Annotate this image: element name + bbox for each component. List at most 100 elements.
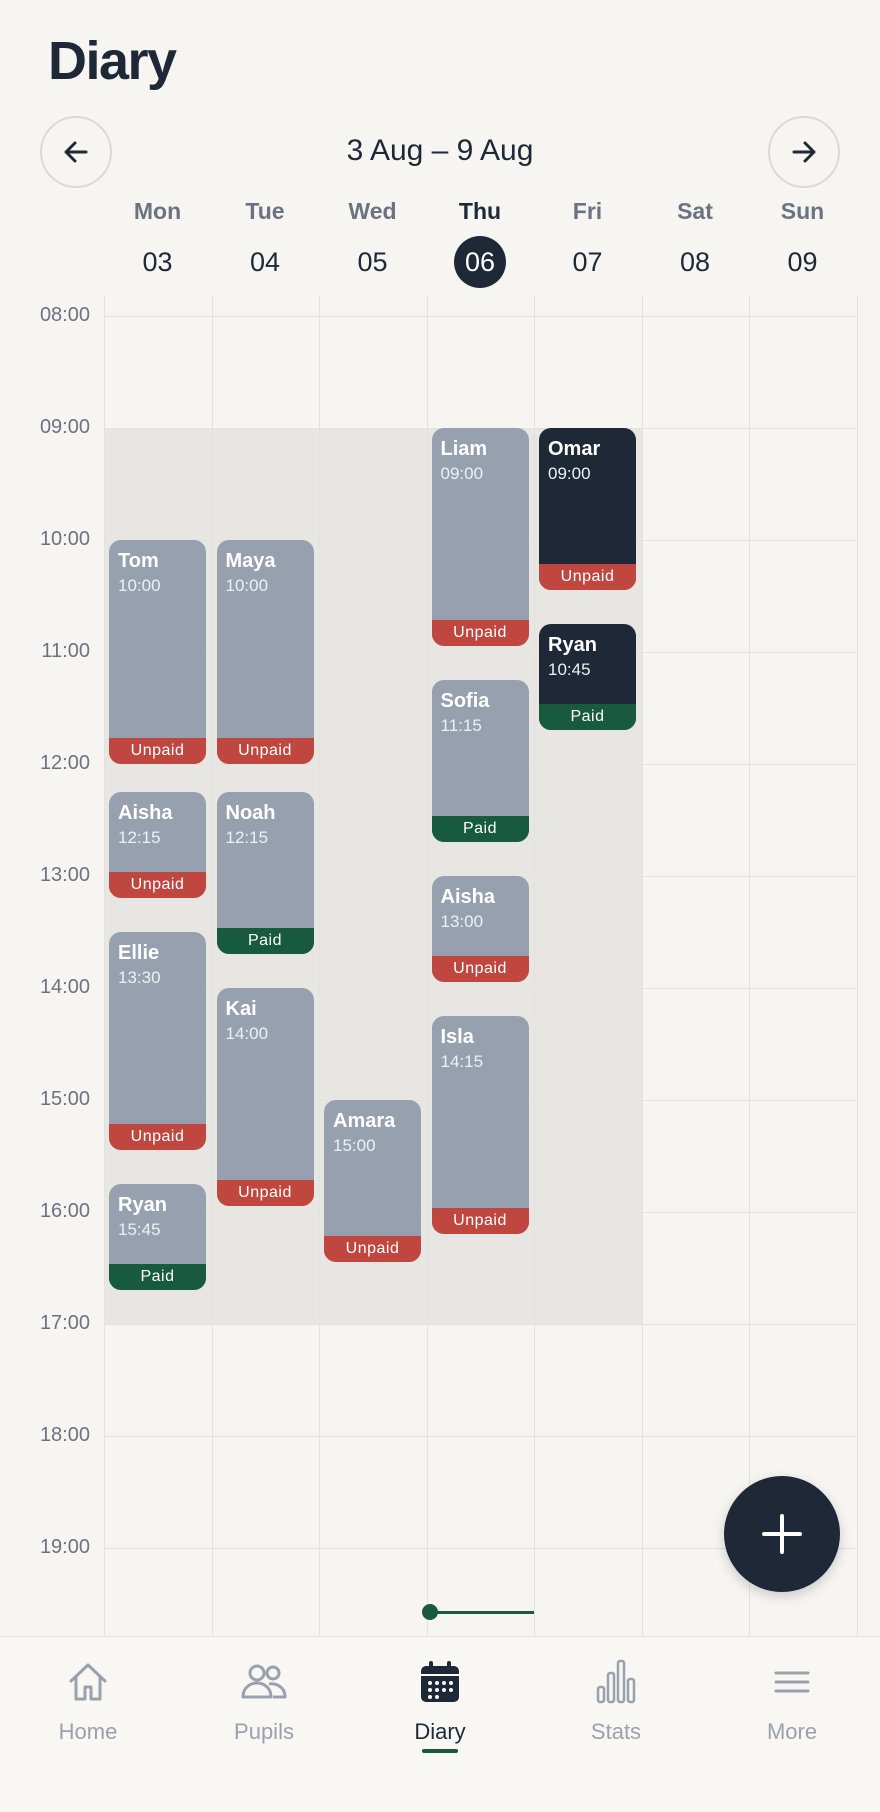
day-name: Tue <box>245 198 285 224</box>
grid-column-line <box>211 296 213 1636</box>
grid-column-line <box>534 296 535 1636</box>
paid-badge: Paid <box>539 704 636 731</box>
unpaid-badge: Unpaid <box>216 738 314 764</box>
lesson-time: 10:00 <box>118 576 161 595</box>
lesson-pupil-name: Isla <box>440 1026 474 1048</box>
hour-line <box>104 316 856 317</box>
day-name: Sat <box>677 198 713 224</box>
day-header-sun[interactable]: Sun 09 <box>749 196 856 288</box>
unpaid-badge: Unpaid <box>109 738 206 764</box>
lesson-card[interactable]: Maya 10:00 Unpaid <box>216 540 314 764</box>
unpaid-badge: Unpaid <box>539 564 636 591</box>
hour-label: 10:00 <box>39 528 90 550</box>
calendar-icon <box>352 1657 528 1705</box>
tab-more[interactable]: More <box>704 1657 880 1767</box>
tab-label: Stats <box>590 1719 642 1744</box>
today-date-badge: 06 <box>454 236 506 288</box>
lesson-card[interactable]: Noah 12:15 Paid <box>216 792 314 955</box>
grid-column-line <box>749 296 750 1636</box>
week-grid: 08:00 09:00 10:00 11:00 12:00 13:00 14:00 15:00… <box>0 296 880 1636</box>
hour-label: 13:00 <box>39 864 90 886</box>
day-number: 07 <box>572 247 603 277</box>
lesson-time: 13:30 <box>118 968 161 987</box>
lesson-time: 10:00 <box>225 576 269 595</box>
lesson-pupil-name: Amara <box>333 1110 396 1132</box>
hour-label: 11:00 <box>41 640 90 662</box>
day-header-wed[interactable]: Wed 05 <box>319 196 426 288</box>
lesson-card[interactable]: Isla 14:15 Unpaid <box>431 1016 529 1235</box>
lesson-card[interactable]: Kai 14:00 Unpaid <box>216 988 314 1207</box>
page-title: Diary <box>48 31 177 91</box>
lesson-card[interactable]: Sofia 11:15 Paid <box>431 680 529 843</box>
hour-label: 08:00 <box>39 304 90 326</box>
hour-line <box>104 652 856 653</box>
plus-icon <box>762 1514 802 1554</box>
active-tab-indicator <box>422 1749 458 1753</box>
tab-diary[interactable]: Diary <box>352 1657 528 1767</box>
add-lesson-button[interactable] <box>724 1476 840 1592</box>
tab-label: Pupils <box>234 1719 294 1744</box>
tab-home[interactable]: Home <box>0 1657 176 1767</box>
lesson-time: 14:15 <box>440 1052 484 1071</box>
unpaid-badge: Unpaid <box>431 956 529 983</box>
unpaid-badge: Unpaid <box>431 620 529 647</box>
tab-label: More <box>766 1719 818 1744</box>
lesson-time: 12:15 <box>118 828 161 847</box>
unpaid-badge: Unpaid <box>431 1208 529 1235</box>
hour-line <box>104 1324 856 1325</box>
hour-label: 18:00 <box>39 1424 90 1446</box>
unpaid-badge: Unpaid <box>324 1236 421 1263</box>
day-header-fri[interactable]: Fri 07 <box>534 196 641 288</box>
previous-week-button[interactable] <box>40 116 112 188</box>
grid-column-line <box>426 296 428 1636</box>
day-name: Wed <box>348 198 397 224</box>
hour-label: 16:00 <box>39 1200 90 1222</box>
day-header-mon[interactable]: Mon 03 <box>104 196 211 288</box>
lesson-pupil-name: Tom <box>118 550 159 572</box>
unpaid-badge: Unpaid <box>109 1124 206 1151</box>
tab-label: Home <box>58 1719 118 1744</box>
lesson-card[interactable]: Tom 10:00 Unpaid <box>109 540 206 764</box>
day-number: 03 <box>142 247 173 277</box>
grid-column-line <box>104 296 105 1636</box>
lesson-pupil-name: Maya <box>225 550 276 572</box>
lesson-pupil-name: Liam <box>440 438 488 460</box>
lesson-time: 09:00 <box>440 464 484 483</box>
day-header-thu[interactable]: Thu 06 <box>427 196 534 288</box>
lesson-time: 09:00 <box>548 464 591 483</box>
lesson-card[interactable]: Ryan 10:45 Paid <box>539 624 636 731</box>
lesson-time: 15:00 <box>333 1136 376 1155</box>
lesson-card[interactable]: Amara 15:00 Unpaid <box>324 1100 421 1263</box>
lesson-time: 10:45 <box>548 660 591 679</box>
week-range: 3 Aug – 9 Aug <box>346 134 534 167</box>
tab-label: Diary <box>414 1719 466 1744</box>
day-name: Mon <box>133 198 182 224</box>
next-week-button[interactable] <box>768 116 840 188</box>
hour-line <box>104 1548 856 1549</box>
lesson-pupil-name: Aisha <box>440 886 495 908</box>
lesson-card[interactable]: Aisha 12:15 Unpaid <box>109 792 206 899</box>
lesson-card[interactable]: Aisha 13:00 Unpaid <box>431 876 529 983</box>
tab-pupils[interactable]: Pupils <box>176 1657 352 1767</box>
current-time-line <box>430 1611 534 1614</box>
lesson-pupil-name: Kai <box>225 998 257 1020</box>
day-header-sat[interactable]: Sat 08 <box>642 196 749 288</box>
lesson-card[interactable]: Ryan 15:45 Paid <box>109 1184 206 1291</box>
stats-icon <box>528 1657 704 1705</box>
home-icon <box>0 1657 176 1705</box>
lesson-card[interactable]: Omar 09:00 Unpaid <box>539 428 636 591</box>
day-number: 05 <box>357 247 388 277</box>
paid-badge: Paid <box>431 816 529 843</box>
lesson-time: 13:00 <box>440 912 484 931</box>
unpaid-badge: Unpaid <box>109 872 206 899</box>
lesson-card[interactable]: Ellie 13:30 Unpaid <box>109 932 206 1151</box>
tab-stats[interactable]: Stats <box>528 1657 704 1767</box>
arrow-left-icon <box>64 141 88 163</box>
day-name: Fri <box>572 198 603 224</box>
day-number: 09 <box>787 247 818 277</box>
lesson-card[interactable]: Liam 09:00 Unpaid <box>431 428 529 647</box>
hour-label: 09:00 <box>39 416 90 438</box>
day-header-tue[interactable]: Tue 04 <box>212 196 319 288</box>
bottom-tab-bar: Home Pupils Diary Stats More <box>0 1636 880 1812</box>
hour-label: 15:00 <box>39 1088 90 1110</box>
